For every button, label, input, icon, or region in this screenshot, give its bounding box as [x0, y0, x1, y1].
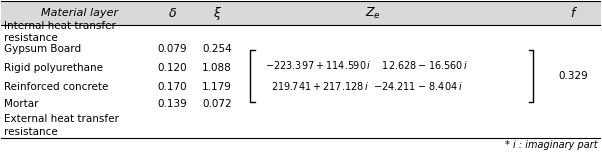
Text: 0.072: 0.072 — [202, 99, 232, 109]
Text: 0.120: 0.120 — [157, 63, 187, 73]
Text: $f$: $f$ — [569, 6, 578, 20]
Text: $Z_e$: $Z_e$ — [365, 6, 381, 21]
Text: 0.170: 0.170 — [157, 82, 187, 92]
Text: Internal heat transfer
resistance: Internal heat transfer resistance — [4, 21, 116, 43]
Text: Mortar: Mortar — [4, 99, 39, 109]
Text: Reinforced concrete: Reinforced concrete — [4, 82, 109, 92]
Text: $\xi$: $\xi$ — [213, 4, 222, 22]
FancyBboxPatch shape — [1, 1, 601, 25]
Text: 0.079: 0.079 — [157, 44, 187, 54]
Text: 1.088: 1.088 — [202, 63, 232, 73]
Text: Rigid polyurethane: Rigid polyurethane — [4, 63, 104, 73]
Text: $219.741+217.128\,i$  $-24.211-\,8.404\,i$: $219.741+217.128\,i$ $-24.211-\,8.404\,i… — [271, 80, 463, 92]
Text: * i : imaginary part: * i : imaginary part — [505, 140, 598, 150]
Text: 1.179: 1.179 — [202, 82, 232, 92]
Text: 0.254: 0.254 — [202, 44, 232, 54]
Text: 0.329: 0.329 — [559, 71, 589, 81]
Text: $\delta$: $\delta$ — [167, 7, 177, 20]
Text: External heat transfer
resistance: External heat transfer resistance — [4, 114, 119, 137]
Text: $-223.397+114.590\,i$    $12.628-16.560\,i$: $-223.397+114.590\,i$ $12.628-16.560\,i$ — [265, 60, 468, 71]
Text: Material layer: Material layer — [41, 8, 118, 18]
Text: 0.139: 0.139 — [157, 99, 187, 109]
Text: Gypsum Board: Gypsum Board — [4, 44, 81, 54]
